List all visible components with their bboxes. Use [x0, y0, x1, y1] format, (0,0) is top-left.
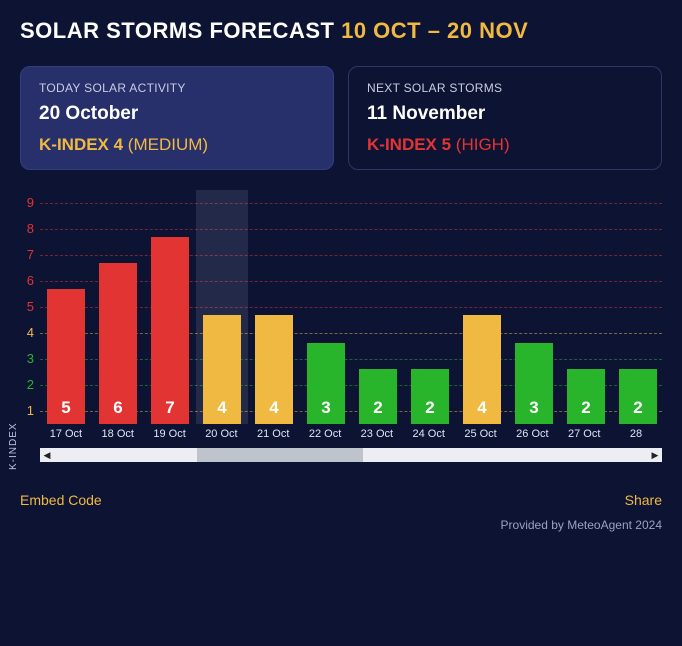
x-tick: 20 Oct	[195, 428, 247, 440]
scroll-thumb[interactable]	[197, 448, 363, 462]
bar: 2	[619, 369, 657, 424]
next-storm-card[interactable]: NEXT SOLAR STORMS 11 November K-INDEX 5 (H…	[348, 66, 662, 170]
card-label: TODAY SOLAR ACTIVITY	[39, 81, 315, 95]
y-tick: 7	[20, 242, 40, 268]
page-title: SOLAR STORMS FORECAST 10 OCT – 20 NOV	[20, 18, 662, 44]
x-tick: 28	[610, 428, 662, 440]
chart-plot-area: 5 6 7 4 4 3 2 2 4 3 2 2	[40, 190, 662, 424]
bar-column[interactable]: 2	[404, 190, 456, 424]
bar-column[interactable]: 4	[456, 190, 508, 424]
x-tick: 17 Oct	[40, 428, 92, 440]
bar-column[interactable]: 6	[92, 190, 144, 424]
x-tick: 24 Oct	[403, 428, 455, 440]
bar: 3	[515, 343, 553, 424]
bar: 4	[255, 315, 293, 424]
bar: 6	[99, 263, 137, 424]
title-range: 10 OCT – 20 NOV	[341, 18, 528, 43]
bar-column[interactable]: 3	[508, 190, 560, 424]
bar-column[interactable]: 7	[144, 190, 196, 424]
bar-column[interactable]: 5	[40, 190, 92, 424]
bar-value: 3	[529, 398, 538, 424]
x-tick: 18 Oct	[92, 428, 144, 440]
bar-value: 2	[425, 398, 434, 424]
x-tick: 26 Oct	[506, 428, 558, 440]
bar: 3	[307, 343, 345, 424]
bar-column[interactable]: 4	[196, 190, 248, 424]
x-tick: 23 Oct	[351, 428, 403, 440]
x-tick: 25 Oct	[455, 428, 507, 440]
card-date: 11 November	[367, 103, 643, 125]
y-tick: 4	[20, 320, 40, 346]
bar-column[interactable]: 4	[248, 190, 300, 424]
footer-links: Embed Code Share	[20, 492, 662, 508]
scroll-left-arrow-icon[interactable]: ◀	[40, 448, 54, 462]
bar-value: 4	[477, 398, 486, 424]
bar: 2	[567, 369, 605, 424]
card-kindex: K-INDEX 4 (MEDIUM)	[39, 135, 315, 155]
bar: 5	[47, 289, 85, 424]
card-severity: (HIGH)	[456, 135, 510, 154]
card-label: NEXT SOLAR STORMS	[367, 81, 643, 95]
embed-code-link[interactable]: Embed Code	[20, 492, 102, 508]
bar-column[interactable]: 2	[612, 190, 662, 424]
today-activity-card[interactable]: TODAY SOLAR ACTIVITY 20 October K-INDEX 4 …	[20, 66, 334, 170]
y-axis-label: K-INDEX	[8, 422, 19, 470]
bar-column[interactable]: 3	[300, 190, 352, 424]
x-tick: 27 Oct	[558, 428, 610, 440]
y-tick: 1	[20, 398, 40, 424]
bar: 2	[411, 369, 449, 424]
bar-value: 7	[165, 398, 174, 424]
bar-value: 3	[321, 398, 330, 424]
card-date: 20 October	[39, 103, 315, 125]
bar-column[interactable]: 2	[352, 190, 404, 424]
x-tick: 22 Oct	[299, 428, 351, 440]
y-tick: 3	[20, 346, 40, 372]
x-axis: 17 Oct18 Oct19 Oct20 Oct21 Oct22 Oct23 O…	[40, 428, 662, 440]
bar-column[interactable]: 2	[560, 190, 612, 424]
scroll-track[interactable]	[54, 448, 648, 462]
bar: 7	[151, 237, 189, 424]
scroll-right-arrow-icon[interactable]: ▶	[648, 448, 662, 462]
y-axis: 987654321	[20, 190, 40, 462]
bar-value: 6	[113, 398, 122, 424]
card-kindex: K-INDEX 5 (HIGH)	[367, 135, 643, 155]
y-tick: 2	[20, 372, 40, 398]
bar: 2	[359, 369, 397, 424]
provider-caption: Provided by MeteoAgent 2024	[20, 518, 662, 532]
bar-value: 4	[217, 398, 226, 424]
y-tick: 6	[20, 268, 40, 294]
bars-row: 5 6 7 4 4 3 2 2 4 3 2 2	[40, 190, 662, 424]
y-tick: 5	[20, 294, 40, 320]
chart-scrollbar[interactable]: ◀ ▶	[40, 448, 662, 462]
x-tick: 19 Oct	[144, 428, 196, 440]
bar-value: 2	[581, 398, 590, 424]
chart-scroll-region: 5 6 7 4 4 3 2 2 4 3 2 2 17 Oct18 Oct19 Oct20 Oct21 …	[40, 190, 662, 462]
bar-value: 2	[633, 398, 642, 424]
bar: 4	[203, 315, 241, 424]
bar-value: 5	[61, 398, 70, 424]
y-tick: 8	[20, 216, 40, 242]
y-tick: 9	[20, 190, 40, 216]
card-severity: (MEDIUM)	[128, 135, 208, 154]
bar-value: 2	[373, 398, 382, 424]
bar-value: 4	[269, 398, 278, 424]
kindex-chart: K-INDEX 987654321 567443224322 17 Oct18 …	[20, 190, 662, 462]
title-main: SOLAR STORMS FORECAST	[20, 18, 334, 43]
summary-cards: TODAY SOLAR ACTIVITY 20 October K-INDEX 4 …	[20, 66, 662, 170]
bar: 4	[463, 315, 501, 424]
share-link[interactable]: Share	[625, 492, 662, 508]
x-tick: 21 Oct	[247, 428, 299, 440]
